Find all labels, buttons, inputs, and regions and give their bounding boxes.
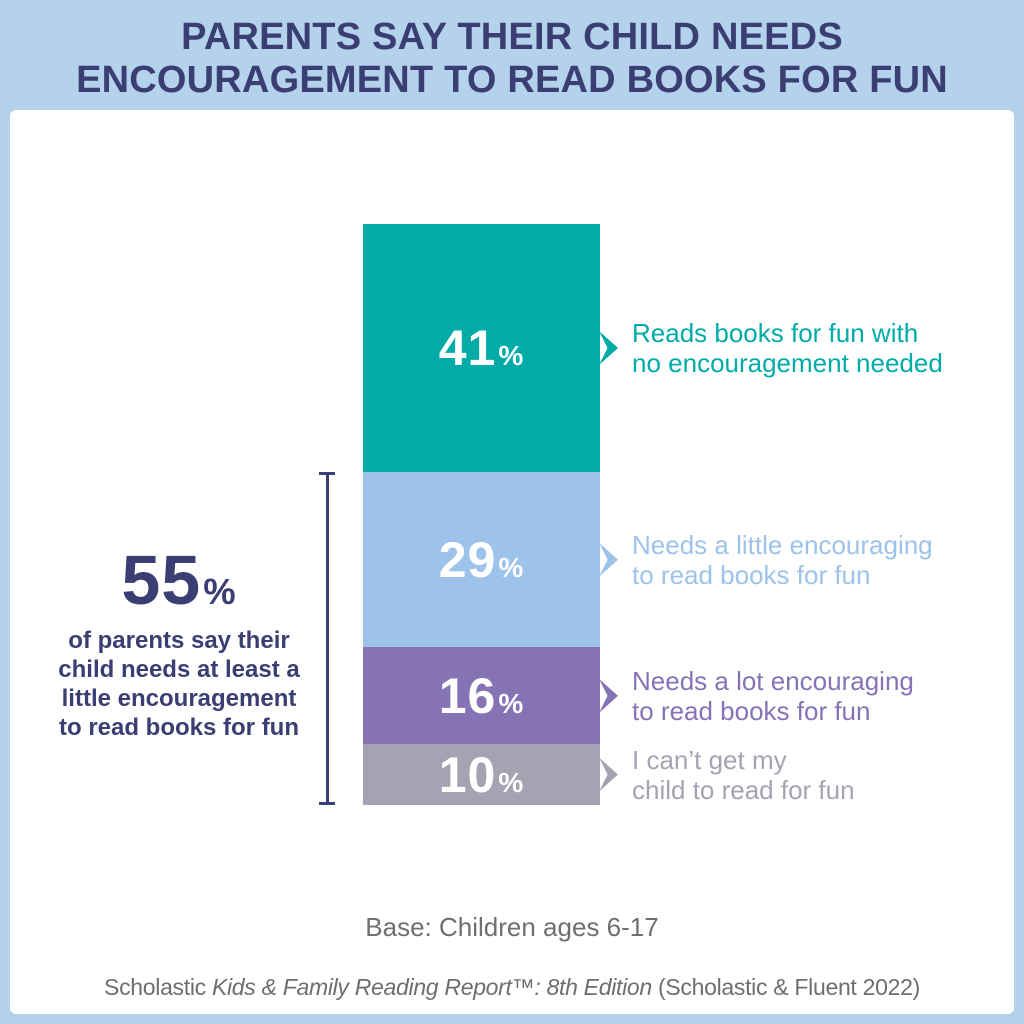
segment-label: Reads books for fun with no encouragement… [632, 318, 943, 379]
segment-value: 10% [438, 746, 525, 803]
header: PARENTS SAY THEIR CHILD NEEDS ENCOURAGEM… [0, 0, 1024, 110]
callout-percent-sign: % [203, 571, 237, 612]
segment-label: Needs a lot encouraging to read books for… [632, 665, 914, 726]
source-suffix: (Scholastic & Fluent 2022) [651, 974, 920, 1000]
callout-text: of parents say their child needs at least… [58, 627, 300, 741]
callout-number: 55 [121, 541, 202, 619]
stacked-bar: 41% 29% 16% 10% [363, 224, 600, 805]
callout-value: 55 % [34, 540, 324, 620]
segment-value: 16% [438, 667, 525, 724]
summary-callout: 55 % of parents say their child needs at … [34, 540, 324, 742]
source-report-name: Kids & Family Reading Report™: 8th Editi… [211, 974, 652, 1000]
bar-segment: 41% [363, 224, 600, 473]
page-title-line-2: ENCOURAGEMENT TO READ BOOKS FOR FUN [76, 59, 948, 101]
source-prefix: Scholastic [104, 974, 212, 1000]
bracket [319, 472, 335, 805]
segment-value: 41% [438, 320, 525, 377]
bar-segment: 16% [363, 647, 600, 745]
bar-segment: 10% [363, 744, 600, 805]
bar-segment: 29% [363, 472, 600, 648]
base-note: Base: Children ages 6-17 [365, 912, 659, 942]
segment-label: Needs a little encouraging to read books … [632, 529, 933, 590]
segment-label: I can’t get my child to read for fun [632, 744, 855, 805]
page-title: PARENTS SAY THEIR CHILD NEEDS ENCOURAGEM… [0, 0, 1024, 102]
bracket-line [325, 472, 329, 805]
page-title-line-1: PARENTS SAY THEIR CHILD NEEDS [181, 16, 843, 58]
segment-value: 29% [438, 531, 525, 588]
source-line: Scholastic Kids & Family Reading Report™… [0, 974, 1024, 1001]
